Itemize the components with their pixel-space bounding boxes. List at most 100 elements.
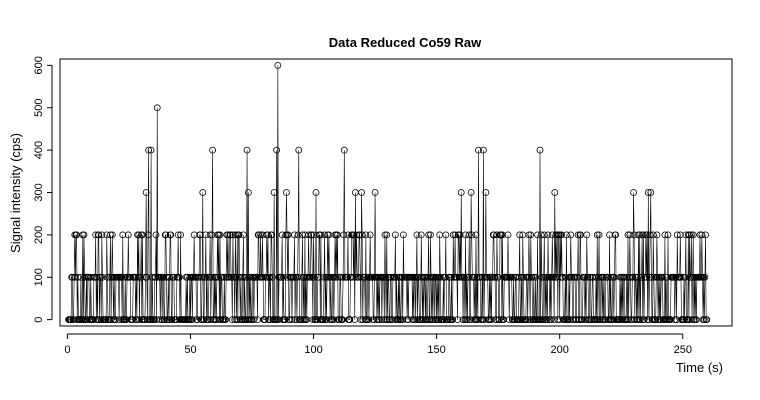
data-point (231, 231, 239, 239)
data-point (340, 231, 348, 239)
data-point (340, 146, 348, 154)
data-point (646, 273, 653, 281)
data-point (547, 316, 555, 324)
data-point (423, 316, 431, 324)
data-point (687, 231, 695, 239)
data-point (487, 316, 495, 324)
data-point (688, 316, 696, 324)
data-point (595, 231, 603, 239)
data-point (703, 316, 711, 324)
data-point (237, 273, 245, 281)
data-point (135, 316, 143, 324)
data-point (239, 231, 247, 239)
data-point (567, 231, 575, 239)
data-point (495, 316, 503, 324)
data-point (222, 316, 229, 324)
data-point (207, 273, 215, 281)
data-point (68, 273, 76, 281)
data-point (465, 231, 473, 239)
data-point (98, 231, 106, 239)
y-axis: 0 100 200 300 400 500 600 (33, 56, 53, 323)
data-point (563, 231, 570, 239)
data-point (167, 231, 175, 239)
data-point (593, 231, 601, 239)
data-point (604, 273, 612, 281)
data-point (366, 231, 374, 239)
data-point (93, 273, 101, 281)
data-point (310, 273, 318, 281)
data-point (238, 316, 246, 324)
data-point (225, 273, 233, 281)
y-tick-label: 600 (33, 56, 45, 74)
data-point (587, 273, 594, 281)
data-point (207, 316, 215, 324)
data-point (456, 231, 464, 239)
data-point (227, 231, 234, 239)
data-point (413, 231, 421, 239)
data-point (99, 273, 106, 281)
plot-frame (59, 58, 733, 327)
data-point (365, 316, 373, 324)
data-point (426, 316, 434, 324)
data-point (649, 316, 657, 324)
data-point (224, 231, 232, 239)
data-point (134, 273, 142, 281)
data-point (661, 231, 669, 239)
data-point (534, 231, 541, 239)
data-point (525, 231, 533, 239)
data-point (644, 189, 652, 196)
data-point (216, 231, 224, 239)
data-point (522, 316, 530, 324)
data-point (330, 316, 338, 324)
data-point (447, 273, 455, 281)
data-point (444, 316, 452, 324)
data-point (584, 273, 592, 281)
data-point (575, 316, 583, 324)
data-point (399, 231, 407, 239)
data-point (664, 231, 672, 239)
data-point (463, 316, 471, 324)
data-point (459, 316, 467, 324)
data-point (518, 273, 525, 281)
data-point (596, 316, 604, 324)
data-point (97, 273, 105, 281)
data-point (630, 189, 637, 196)
data-point (589, 273, 597, 281)
data-point (139, 231, 146, 239)
data-point (454, 316, 461, 324)
data-point (321, 231, 329, 239)
data-point (619, 316, 627, 324)
data-point (673, 231, 681, 239)
data-point (540, 231, 548, 239)
data-point (518, 316, 526, 324)
data-point (353, 231, 361, 239)
data-point (646, 231, 654, 239)
data-point (143, 273, 151, 281)
data-point (199, 189, 207, 196)
data-point (308, 231, 316, 239)
data-point (315, 273, 322, 281)
data-point (643, 273, 650, 281)
data-point (346, 316, 354, 324)
data-point (312, 189, 320, 196)
data-point (108, 231, 116, 239)
data-point (305, 231, 313, 239)
data-point (283, 189, 290, 196)
data-point (702, 231, 709, 239)
data-point (435, 316, 443, 324)
data-point (232, 273, 240, 281)
data-point (510, 273, 517, 281)
data-point (649, 231, 657, 239)
data-point (250, 316, 258, 324)
data-point (295, 146, 303, 154)
data-point (391, 273, 399, 281)
x-tick-label: 150 (427, 344, 445, 356)
data-point (153, 104, 161, 112)
data-point (479, 146, 487, 154)
data-point (387, 273, 395, 281)
data-point (540, 273, 548, 281)
data-point (425, 231, 433, 239)
data-point (478, 273, 486, 281)
data-point (698, 231, 706, 239)
